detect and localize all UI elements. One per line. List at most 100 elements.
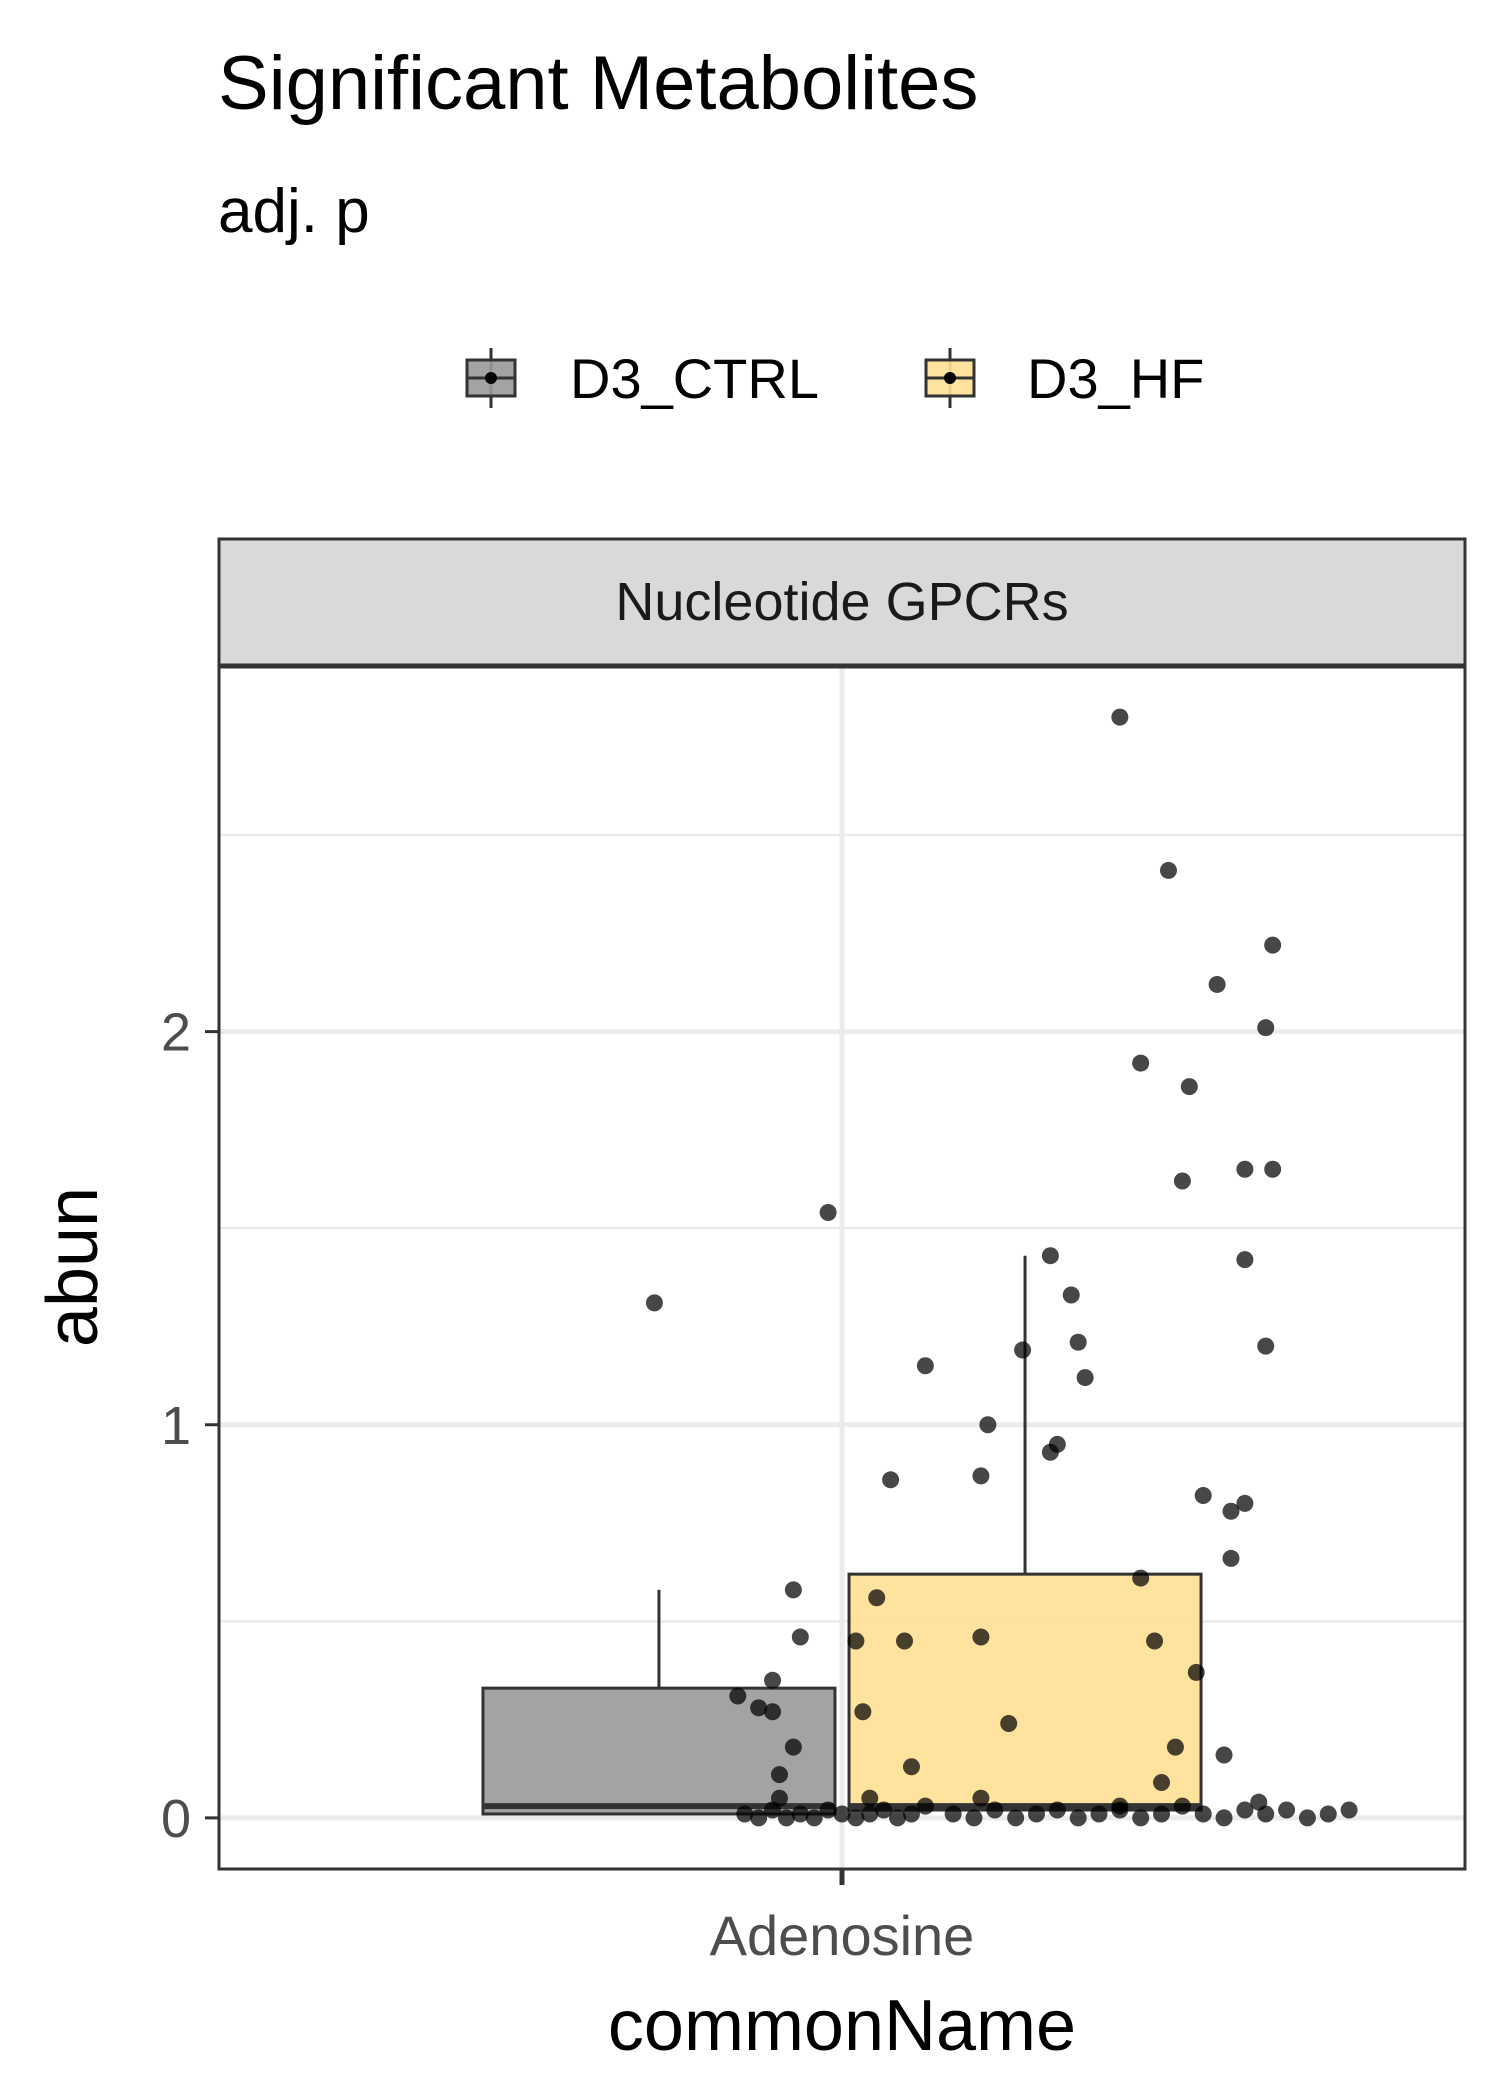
data-point bbox=[750, 1699, 768, 1717]
data-point bbox=[902, 1805, 920, 1823]
data-point bbox=[777, 1809, 795, 1827]
y-tick-label: 2 bbox=[161, 1003, 191, 1063]
points-D3_HF bbox=[944, 708, 1358, 1827]
facet-label: Nucleotide GPCRs bbox=[615, 572, 1068, 632]
data-point bbox=[791, 1628, 809, 1646]
data-point bbox=[868, 1589, 886, 1607]
legend-key-point bbox=[944, 372, 956, 384]
data-point bbox=[1215, 1746, 1233, 1764]
data-point bbox=[1340, 1801, 1358, 1819]
axes: 0 1 2 Adenosine bbox=[161, 1003, 974, 1967]
data-point bbox=[750, 1809, 768, 1827]
data-point bbox=[819, 1203, 837, 1221]
data-point bbox=[1222, 1549, 1240, 1567]
y-axis-title: abun bbox=[33, 1187, 113, 1347]
points-D3_CTRL bbox=[645, 1203, 934, 1827]
data-point bbox=[1014, 1341, 1032, 1359]
data-point bbox=[916, 1797, 934, 1815]
data-point bbox=[1000, 1715, 1018, 1733]
data-point bbox=[889, 1809, 907, 1827]
data-point bbox=[1041, 1247, 1059, 1265]
data-point bbox=[1173, 1797, 1191, 1815]
data-point bbox=[1257, 1019, 1275, 1037]
data-point bbox=[1076, 1369, 1094, 1387]
data-point bbox=[1173, 1172, 1191, 1190]
data-point bbox=[1041, 1443, 1059, 1461]
data-point bbox=[1132, 1569, 1150, 1587]
data-point bbox=[1250, 1793, 1268, 1811]
x-tick-label: Adenosine bbox=[710, 1904, 975, 1967]
data-point bbox=[1069, 1809, 1087, 1827]
box-D3_HF bbox=[847, 1255, 1203, 1812]
data-point bbox=[833, 1805, 851, 1823]
data-point bbox=[896, 1632, 914, 1650]
data-point bbox=[1194, 1805, 1212, 1823]
plot-panel bbox=[219, 666, 1465, 1869]
data-point bbox=[1298, 1809, 1316, 1827]
legend-label: D3_CTRL bbox=[570, 347, 819, 410]
facet-strip bbox=[217, 537, 1467, 668]
data-point bbox=[875, 1801, 893, 1819]
legend-item-D3_CTRL: D3_CTRL bbox=[465, 347, 819, 410]
data-point bbox=[965, 1809, 983, 1827]
data-point bbox=[1208, 975, 1226, 993]
data-point bbox=[861, 1789, 879, 1807]
data-point bbox=[764, 1703, 782, 1721]
data-point bbox=[1111, 1797, 1129, 1815]
data-point bbox=[784, 1738, 802, 1756]
data-point bbox=[1236, 1801, 1254, 1819]
x-axis-title: commonName bbox=[608, 1986, 1076, 2066]
data-point bbox=[1090, 1805, 1108, 1823]
data-point bbox=[1236, 1494, 1254, 1512]
data-point bbox=[986, 1801, 1004, 1819]
data-point bbox=[847, 1809, 865, 1827]
data-point bbox=[1215, 1809, 1233, 1827]
data-point bbox=[972, 1789, 990, 1807]
data-point bbox=[819, 1801, 837, 1819]
data-point bbox=[1132, 1054, 1150, 1072]
data-point bbox=[944, 1805, 962, 1823]
data-point bbox=[979, 1416, 997, 1434]
data-point bbox=[729, 1687, 747, 1705]
legend-key-point bbox=[485, 372, 497, 384]
data-point bbox=[1069, 1333, 1087, 1351]
data-point bbox=[1132, 1809, 1150, 1827]
data-point bbox=[736, 1805, 754, 1823]
y-tick-label: 0 bbox=[161, 1789, 191, 1849]
data-point bbox=[1146, 1632, 1164, 1650]
data-point bbox=[1257, 1337, 1275, 1355]
data-point bbox=[1153, 1774, 1171, 1792]
data-point bbox=[972, 1467, 990, 1485]
legend: D3_CTRL D3_HF bbox=[465, 347, 1204, 410]
data-point bbox=[1159, 861, 1177, 879]
data-point bbox=[1062, 1286, 1080, 1304]
data-point bbox=[847, 1632, 865, 1650]
data-point bbox=[784, 1581, 802, 1599]
data-point bbox=[854, 1703, 872, 1721]
data-point bbox=[791, 1805, 809, 1823]
box-body bbox=[847, 1572, 1203, 1812]
data-point bbox=[1028, 1805, 1046, 1823]
data-point bbox=[902, 1758, 920, 1776]
data-point bbox=[1180, 1078, 1198, 1096]
data-point bbox=[1236, 1160, 1254, 1178]
data-point bbox=[1111, 708, 1129, 726]
data-point bbox=[1264, 936, 1282, 954]
data-point bbox=[805, 1809, 823, 1827]
data-point bbox=[1194, 1487, 1212, 1505]
data-point bbox=[770, 1789, 788, 1807]
chart-subtitle: adj. p bbox=[218, 177, 370, 246]
y-tick-label: 1 bbox=[161, 1396, 191, 1456]
data-point bbox=[645, 1294, 663, 1312]
data-point bbox=[1278, 1801, 1296, 1819]
data-point bbox=[882, 1471, 900, 1489]
data-point bbox=[1222, 1502, 1240, 1520]
data-point bbox=[1166, 1738, 1184, 1756]
data-point bbox=[1264, 1160, 1282, 1178]
data-point bbox=[770, 1766, 788, 1784]
data-point bbox=[972, 1628, 990, 1646]
data-point bbox=[1319, 1805, 1337, 1823]
data-point bbox=[1153, 1805, 1171, 1823]
